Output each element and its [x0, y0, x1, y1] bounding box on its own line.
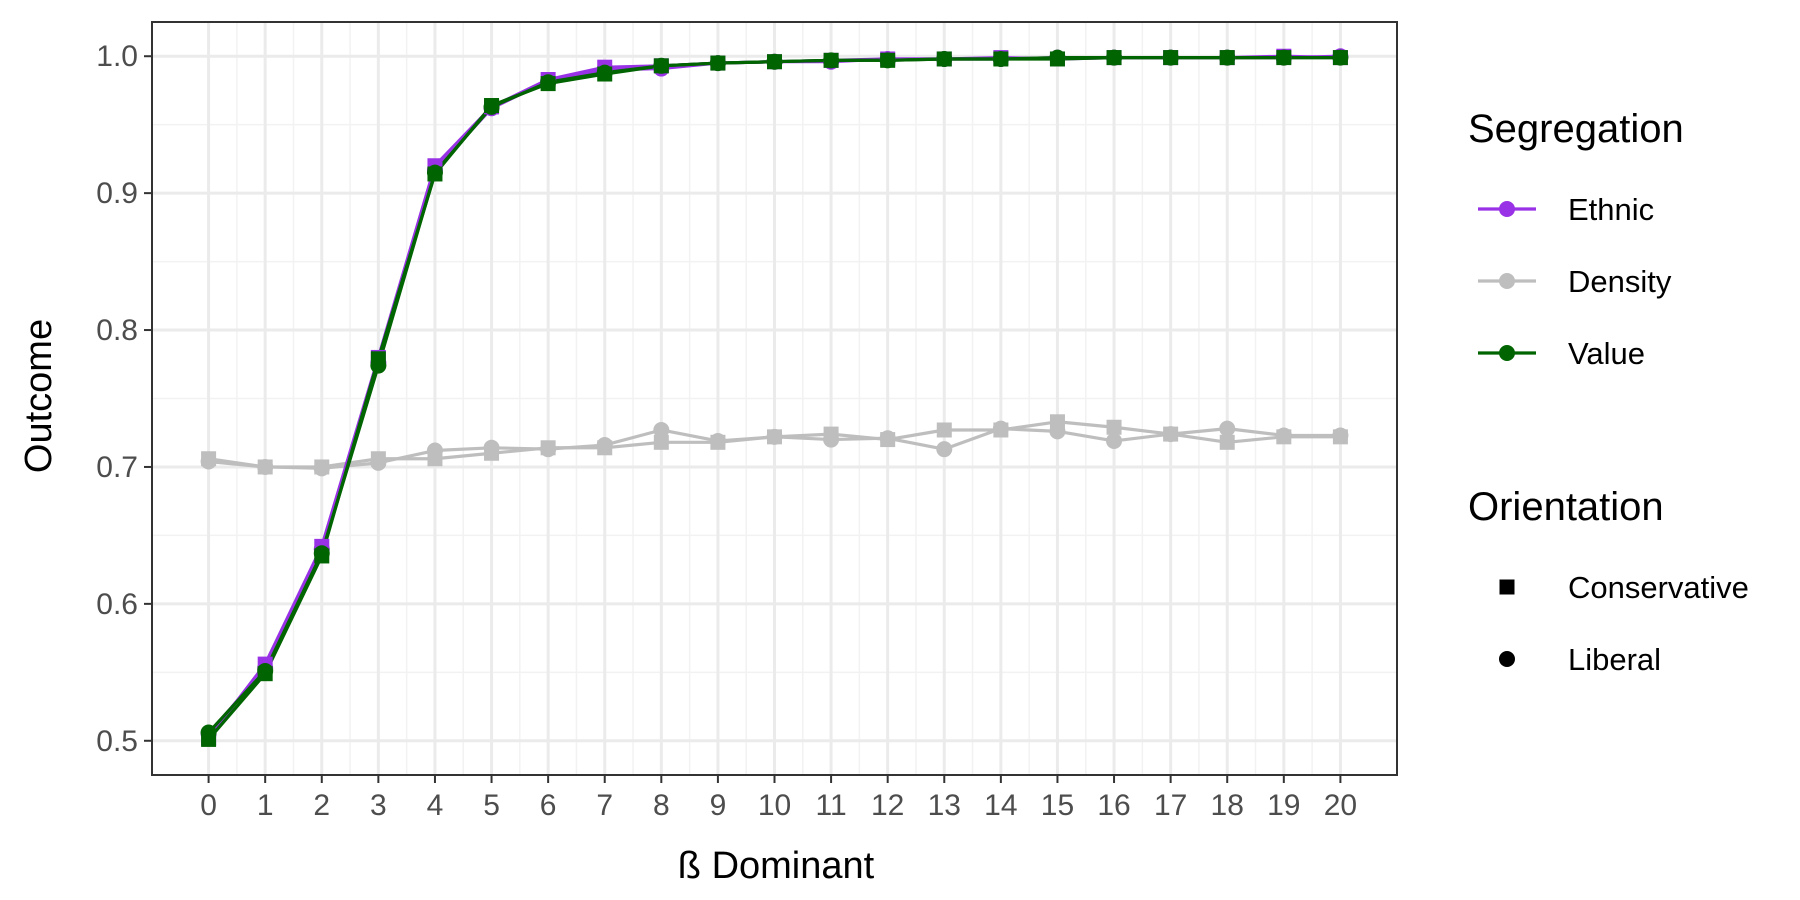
- x-tick-label: 17: [1154, 789, 1187, 822]
- x-tick-label: 5: [483, 789, 500, 822]
- data-point-density-liberal: [936, 441, 953, 458]
- x-tick-label: 6: [540, 789, 557, 822]
- data-point-density-liberal: [766, 428, 783, 445]
- x-tick-label: 4: [427, 789, 444, 822]
- data-point-value-liberal: [596, 64, 613, 81]
- data-point-value-liberal: [540, 74, 557, 91]
- legend-orientation-entries: Conservative Liberal: [1499, 570, 1749, 677]
- legend: Segregation Ethnic Density Value Orientati…: [1468, 107, 1749, 677]
- legend-label-ethnic: Ethnic: [1568, 192, 1654, 227]
- data-point-density-conservative: [936, 422, 952, 438]
- data-point-value-liberal: [879, 52, 896, 69]
- data-point-value-liberal: [200, 724, 217, 741]
- series-points: [200, 48, 1349, 747]
- data-point-value-liberal: [823, 52, 840, 69]
- x-tick-label: 15: [1041, 789, 1074, 822]
- legend-key-point: [1499, 345, 1515, 361]
- data-point-value-liberal: [370, 357, 387, 374]
- data-point-density-liberal: [540, 441, 557, 458]
- data-point-value-liberal: [1219, 49, 1236, 66]
- minor-gridlines: [152, 22, 1397, 775]
- data-point-density-liberal: [709, 432, 726, 449]
- data-point-value-liberal: [1049, 49, 1066, 66]
- data-point-density-liberal: [426, 442, 443, 459]
- legend-key-point: [1499, 273, 1515, 289]
- data-point-density-conservative: [1106, 419, 1122, 435]
- data-point-density-liberal: [313, 460, 330, 477]
- data-point-density-conservative: [653, 434, 669, 450]
- data-point-density-conservative: [1219, 434, 1235, 450]
- x-tick-label: 20: [1324, 789, 1357, 822]
- data-point-density-liberal: [1219, 420, 1236, 437]
- data-point-value-liberal: [426, 164, 443, 181]
- data-point-density-liberal: [1275, 427, 1292, 444]
- y-tick-label: 0.9: [96, 177, 138, 210]
- x-tick-label: 3: [370, 789, 387, 822]
- legend-key-circle: [1499, 651, 1515, 667]
- data-point-density-liberal: [879, 430, 896, 447]
- data-point-density-liberal: [370, 454, 387, 471]
- data-point-density-liberal: [596, 437, 613, 454]
- x-tick-label: 0: [200, 789, 217, 822]
- y-tick-label: 0.6: [96, 588, 138, 621]
- x-tick-label: 9: [710, 789, 727, 822]
- x-tick-label: 16: [1097, 789, 1130, 822]
- x-tick-label: 10: [758, 789, 791, 822]
- data-point-density-liberal: [200, 453, 217, 470]
- legend-label-liberal: Liberal: [1568, 642, 1661, 677]
- x-tick-label: 14: [984, 789, 1017, 822]
- data-point-value-liberal: [313, 545, 330, 562]
- data-point-value-liberal: [1106, 49, 1123, 66]
- x-tick-label: 12: [871, 789, 904, 822]
- x-tick-label: 8: [653, 789, 670, 822]
- legend-key-square: [1499, 579, 1515, 595]
- y-axis-ticks: 0.5 0.6 0.7 0.8 0.9 1.0: [96, 40, 152, 758]
- data-point-density-liberal: [1049, 423, 1066, 440]
- y-axis-title: Outcome: [18, 319, 60, 473]
- legend-label-density: Density: [1568, 264, 1672, 299]
- legend-title-segregation: Segregation: [1468, 107, 1684, 151]
- data-point-density-liberal: [1162, 426, 1179, 443]
- y-tick-label: 0.5: [96, 725, 138, 758]
- data-point-density-liberal: [257, 458, 274, 475]
- x-tick-label: 1: [257, 789, 274, 822]
- data-point-value-liberal: [1332, 49, 1349, 66]
- x-axis-ticks: 0 1 2 3 4 5 6 7 8 9 10 11 12 13 14 15 16 17 18 19 20: [200, 775, 1357, 822]
- data-point-density-liberal: [653, 421, 670, 438]
- x-tick-label: 11: [816, 789, 847, 822]
- data-point-value-liberal: [992, 50, 1009, 67]
- x-tick-label: 18: [1211, 789, 1244, 822]
- y-tick-label: 0.8: [96, 314, 138, 347]
- data-point-value-liberal: [1275, 49, 1292, 66]
- y-tick-label: 1.0: [96, 40, 138, 73]
- y-tick-label: 0.7: [96, 451, 138, 484]
- data-point-density-liberal: [483, 439, 500, 456]
- legend-label-conservative: Conservative: [1568, 570, 1749, 605]
- legend-key-point: [1499, 201, 1515, 217]
- data-point-value-liberal: [1162, 49, 1179, 66]
- data-point-density-liberal: [992, 420, 1009, 437]
- legend-label-value: Value: [1568, 336, 1645, 371]
- data-point-value-liberal: [483, 98, 500, 115]
- data-point-value-liberal: [257, 662, 274, 679]
- data-point-value-liberal: [653, 57, 670, 74]
- x-tick-label: 7: [596, 789, 613, 822]
- legend-title-orientation: Orientation: [1468, 485, 1664, 529]
- x-tick-label: 19: [1267, 789, 1300, 822]
- x-tick-label: 2: [313, 789, 330, 822]
- data-point-density-liberal: [1332, 427, 1349, 444]
- data-point-density-liberal: [823, 431, 840, 448]
- data-point-density-liberal: [1106, 432, 1123, 449]
- data-point-value-liberal: [936, 50, 953, 67]
- data-point-value-liberal: [766, 53, 783, 70]
- data-point-value-liberal: [709, 55, 726, 72]
- legend-segregation-entries: Ethnic Density Value: [1478, 192, 1672, 371]
- x-axis-title: ß Dominant: [678, 845, 875, 887]
- x-tick-label: 13: [928, 789, 961, 822]
